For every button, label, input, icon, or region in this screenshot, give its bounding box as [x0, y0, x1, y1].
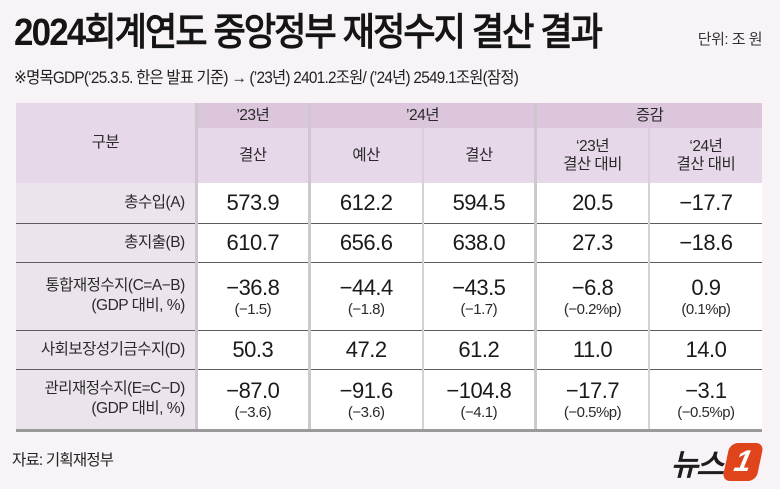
unit-label: 단위: 조 원: [697, 31, 763, 48]
news1-logo: 뉴스 1: [670, 440, 765, 484]
cell-value: −43.5 (−1.7): [421, 262, 536, 331]
cell-value: −44.4 (−1.8): [307, 262, 423, 331]
cell-value: 656.6: [307, 223, 423, 263]
cell-value: −91.6 (−3.6): [307, 369, 423, 432]
cell-value: −87.0 (−3.6): [194, 369, 310, 432]
table-row: 관리재정수지(E=C−D) (GDP 대비, %) −87.0 (−3.6) −9…: [16, 369, 762, 432]
cell-value: −18.6: [647, 223, 762, 263]
group-header-2024: ’24년: [307, 103, 536, 128]
row-label: 사회보장성기금수지(D): [16, 330, 197, 370]
row-label: 통합재정수지(C=A−B) (GDP 대비, %): [16, 262, 197, 331]
cell-value: 594.5: [421, 183, 536, 224]
cell-value: −36.8 (−1.5): [194, 262, 310, 331]
cell-value: 638.0: [421, 223, 536, 263]
cell-value: 0.9 (0.1%p): [647, 262, 762, 331]
cell-value: 14.0: [647, 330, 762, 370]
cell-value: −3.1 (−0.5%p): [647, 369, 762, 432]
subheader-2024-settlement: 결산: [421, 128, 536, 183]
cell-value: −17.7 (−0.5%p): [534, 369, 649, 432]
row-label: 총지출(B): [16, 223, 197, 263]
row-label: 총수입(A): [16, 183, 197, 224]
gdp-note: ※명목GDP(‘25.3.5. 한은 발표 기준) → (’23년) 2401.…: [14, 69, 519, 87]
cell-value: 20.5: [534, 183, 649, 224]
subheader-2023-settlement: 결산: [194, 128, 310, 183]
subheader-vs-2023: ‘23년 결산 대비: [534, 128, 649, 183]
subheader-2024-budget: 예산: [307, 128, 423, 183]
cell-value: −6.8 (−0.2%p): [534, 262, 649, 331]
logo-badge-icon: 1: [721, 443, 765, 481]
fiscal-balance-table: 구분 ’23년 ’24년 증감 결산 예산 결산 ‘23년 결산 대비 ‘24년…: [16, 103, 762, 432]
row-label: 관리재정수지(E=C−D) (GDP 대비, %): [16, 369, 197, 432]
table-row: 총수입(A) 573.9 612.2 594.5 20.5 −17.7: [16, 183, 762, 224]
cell-value: 50.3: [194, 330, 310, 370]
table-row: 사회보장성기금수지(D) 50.3 47.2 61.2 11.0 14.0: [16, 330, 762, 370]
cell-value: −104.8 (−4.1): [421, 369, 536, 432]
cell-value: 11.0: [534, 330, 649, 370]
source-note: 자료: 기획재정부: [12, 452, 114, 469]
cell-value: −17.7: [647, 183, 762, 224]
cell-value: 610.7: [194, 223, 310, 263]
group-header-2023: ’23년: [194, 103, 310, 128]
cell-value: 27.3: [534, 223, 649, 263]
cell-value: 573.9: [194, 183, 310, 224]
table-row: 통합재정수지(C=A−B) (GDP 대비, %) −36.8 (−1.5) −4…: [16, 262, 762, 331]
cell-value: 47.2: [307, 330, 423, 370]
page-title: 2024회계연도 중앙정부 재정수지 결산 결과: [14, 12, 603, 54]
table-row: 총지출(B) 610.7 656.6 638.0 27.3 −18.6: [16, 223, 762, 263]
corner-header: 구분: [16, 103, 197, 183]
cell-value: 61.2: [421, 330, 536, 370]
subheader-vs-2024: ‘24년 결산 대비: [647, 128, 762, 183]
cell-value: 612.2: [307, 183, 423, 224]
group-header-change: 증감: [534, 103, 762, 128]
logo-wordmark: 뉴스: [670, 449, 724, 482]
